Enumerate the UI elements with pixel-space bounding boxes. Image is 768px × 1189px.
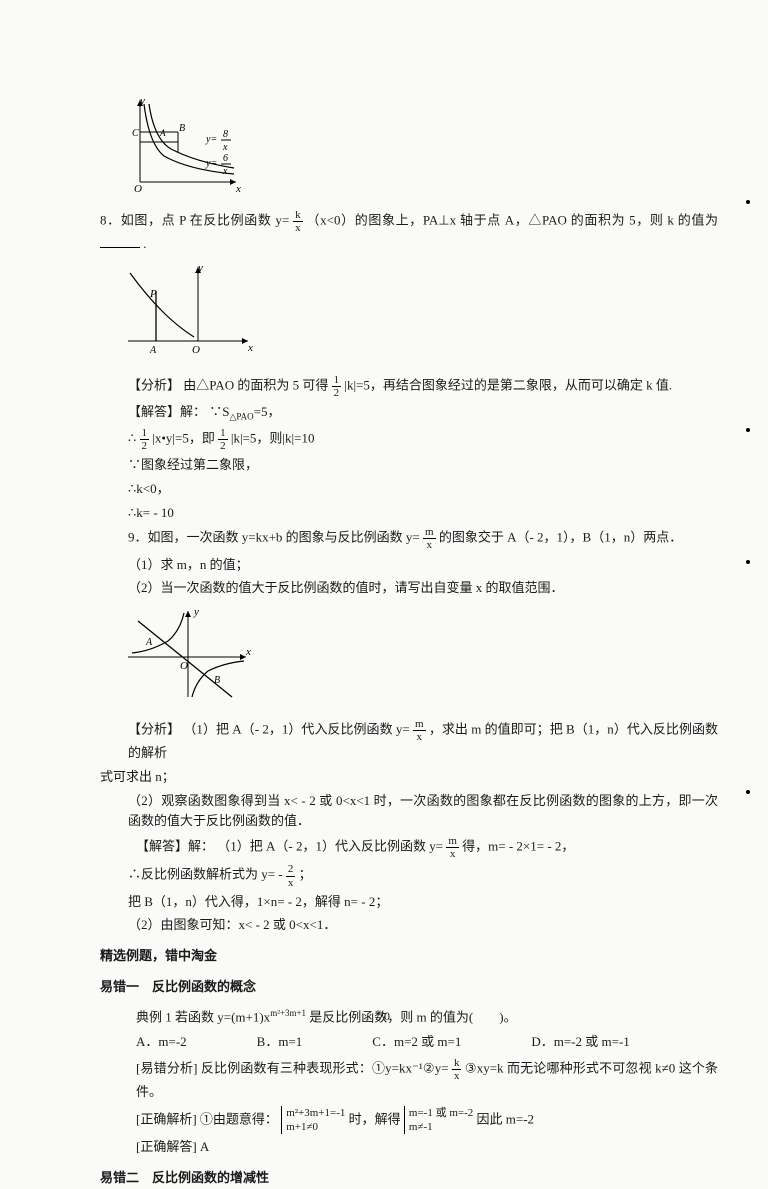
question-9: 9．如图，一次函数 y=kx+b 的图象与反比例函数 y= mx 的图象交于 A… (100, 526, 718, 551)
solution-8-l4: ∴k<0， (100, 479, 718, 500)
svg-text:A: A (149, 345, 157, 356)
svg-text:B: B (214, 675, 220, 686)
graph-q8: y x O A P (116, 259, 718, 366)
svg-text:O: O (192, 344, 200, 356)
graph-q9: y x O A B (116, 603, 718, 710)
solution-8-l2: ∴ 12 |x•y|=5，即 12 |k|=5，则|k|=10 (100, 427, 718, 452)
svg-text:y: y (197, 262, 203, 274)
solution-8-l5: ∴k= - 10 (100, 503, 718, 524)
q8-blank (100, 247, 140, 248)
graph-q7: yxCABOy=y=8x6x (116, 94, 718, 201)
question-8: 8．如图，点 P 在反比例函数 y= kx （x<0）的图象上，PA⊥x 轴于点… (100, 209, 718, 255)
q8-prefix: 8．如图，点 P 在反比例函数 y= (100, 212, 289, 227)
svg-text:6: 6 (223, 153, 228, 164)
analysis-9c: （2）观察函数图象得到当 x< - 2 或 0<x<1 时，一次函数的图象都在反… (100, 791, 718, 833)
analysis-8: 【分析】 由△PAO 的面积为 5 可得 12 |k|=5，再结合图象经过的是第… (100, 374, 718, 399)
solution-9-l1: 【解答】解： （1）把 A（- 2，1）代入反比例函数 y= mx 得，m= -… (100, 835, 718, 860)
page-number: 70 (0, 1007, 768, 1026)
choice-a: A．m=-2 (136, 1032, 187, 1053)
svg-text:y=: y= (205, 158, 217, 169)
svg-text:y: y (139, 95, 145, 107)
svg-text:x: x (245, 646, 251, 658)
svg-text:8: 8 (223, 129, 228, 140)
example-1-choices: A．m=-2 B．m=1 C．m=2 或 m=1 D．m=-2 或 m=-1 (100, 1032, 718, 1053)
solution-8-l3: ∵图象经过第二象限， (100, 455, 718, 476)
solution-9-l2: ∴反比例函数解析式为 y= - 2x ； (100, 863, 718, 888)
solution-8-head: 【解答】解： ∵S△PAO=5， (100, 402, 718, 424)
svg-text:A: A (159, 128, 166, 138)
example-1-correct: [正确解析] ①由题意得： m²+3m+1=-1m+1≠0 时，解得 m=-1 … (100, 1106, 718, 1135)
svg-text:O: O (180, 660, 188, 672)
example-1-answer: [正确解答] A (100, 1137, 718, 1158)
solution-9-l3: 把 B（1，n）代入得，1×n= - 2，解得 n= - 2； (100, 892, 718, 913)
svg-text:O: O (134, 183, 142, 194)
solution-9-l4: （2）由图象可知：x< - 2 或 0<x<1． (100, 915, 718, 936)
section-title-3: 易错二 反比例函数的增减性 (100, 1168, 718, 1189)
choice-c: C．m=2 或 m=1 (372, 1032, 461, 1053)
svg-text:x: x (222, 166, 228, 177)
q8-frac: kx (293, 209, 303, 234)
svg-text:y: y (193, 606, 199, 618)
q8-end: . (143, 236, 146, 251)
section-title-2: 易错一 反比例函数的概念 (100, 977, 718, 998)
example-1-error: [易错分析] 反比例函数有三种表现形式：①y=kx⁻¹②y= kx ③xy=k … (100, 1057, 718, 1103)
q8-suffix: （x<0）的图象上，PA⊥x 轴于点 A，△PAO 的面积为 5，则 k 的值为 (307, 212, 718, 227)
svg-text:A: A (145, 637, 153, 648)
analysis-label: 【分析】 (128, 377, 180, 392)
svg-text:x: x (247, 342, 253, 354)
choice-b: B．m=1 (257, 1032, 303, 1053)
svg-text:P: P (149, 288, 157, 300)
q9-sub1: （1）求 m，n 的值； (100, 555, 718, 576)
section-title-1: 精选例题，错中淘金 (100, 946, 718, 967)
svg-text:C: C (132, 128, 139, 139)
q9-sub2: （2）当一次函数的值大于反比例函数的值时，请写出自变量 x 的取值范围． (100, 578, 718, 599)
svg-text:y=: y= (205, 134, 217, 145)
svg-text:x: x (222, 142, 228, 153)
svg-text:B: B (179, 123, 185, 134)
svg-text:x: x (235, 183, 241, 194)
choice-d: D．m=-2 或 m=-1 (531, 1032, 629, 1053)
analysis-9: 【分析】 （1）把 A（- 2，1）代入反比例函数 y= mx ，求出 m 的值… (100, 718, 718, 764)
analysis-9b: 式可求出 n； (100, 767, 718, 788)
